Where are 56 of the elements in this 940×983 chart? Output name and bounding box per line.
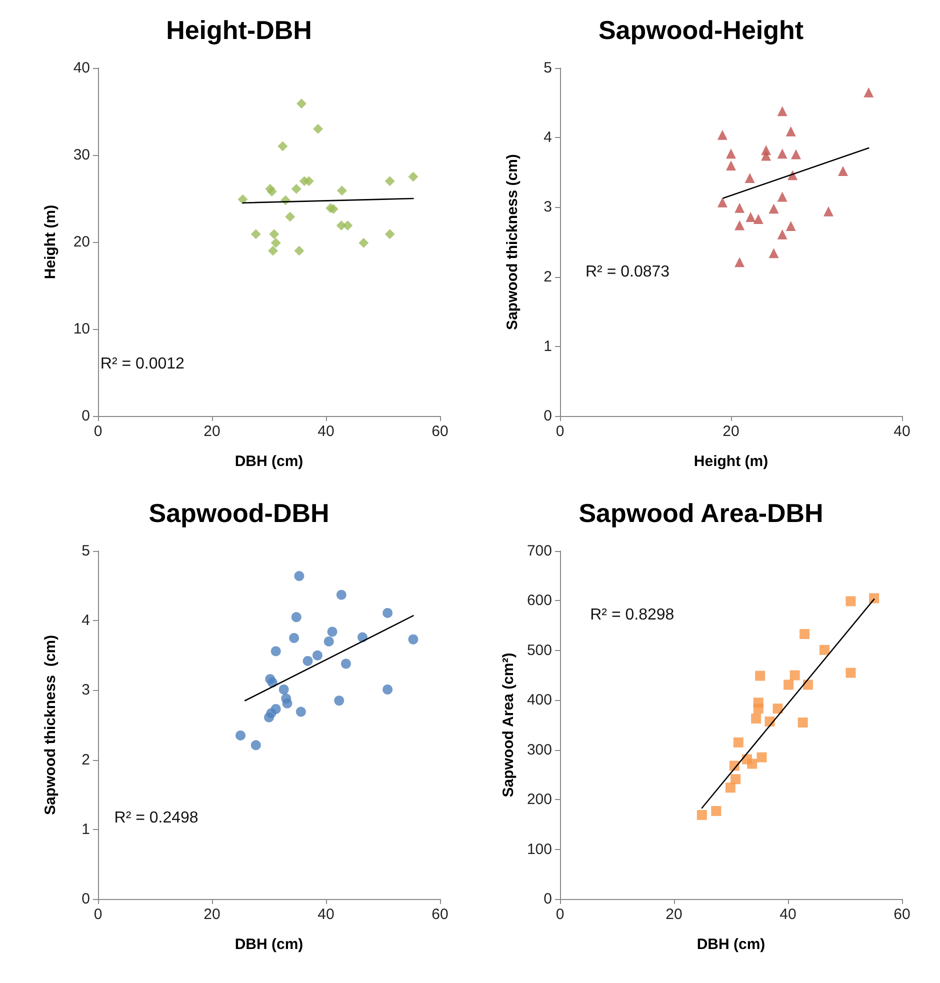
- annotation: R² = 0.8298: [590, 606, 674, 624]
- x-tick-label: 60: [432, 906, 448, 923]
- x-axis-title: DBH (cm): [234, 936, 304, 953]
- y-tick-label: 0: [544, 408, 552, 424]
- y-tick-label: 400: [526, 692, 552, 709]
- y-tick-label: 700: [526, 542, 552, 560]
- x-tick-label: 0: [556, 906, 564, 923]
- y-tick-label: 2: [544, 268, 552, 286]
- y-tick-label: 0: [82, 890, 90, 908]
- y-tick-label: 3: [544, 198, 552, 216]
- x-tick-label: 20: [204, 906, 220, 923]
- y-tick-label: 200: [526, 791, 552, 808]
- x-tick-label: 40: [318, 423, 334, 440]
- y-tick-label: 0: [82, 408, 90, 424]
- x-tick-label: 0: [556, 423, 564, 440]
- x-tick-label: 60: [894, 906, 910, 923]
- y-axis-title: Sapwood thickness (cm): [504, 154, 521, 330]
- y-tick-label: 4: [82, 612, 90, 630]
- x-tick-label: 40: [780, 906, 796, 923]
- y-tick-label: 100: [526, 840, 552, 858]
- annotation: R² = 0.2498: [114, 809, 198, 826]
- y-tick-label: 5: [82, 542, 90, 560]
- x-tick-label: 20: [204, 423, 220, 440]
- chart-title: Sapwood-Height: [598, 15, 804, 45]
- x-tick-label: 0: [94, 906, 102, 923]
- annotation: R² = 0.0012: [100, 355, 185, 372]
- x-tick-label: 40: [894, 423, 910, 440]
- x-tick-label: 20: [666, 906, 682, 923]
- y-tick-label: 2: [82, 751, 90, 768]
- chart-title: Height-DBH: [166, 15, 312, 45]
- y-axis-title: Sapwood thickness (cm): [42, 634, 59, 816]
- chart-title: Sapwood Area-DBH: [578, 498, 824, 528]
- x-tick-label: 20: [722, 423, 740, 440]
- y-tick-label: 600: [526, 592, 552, 610]
- y-tick-label: 30: [73, 146, 90, 164]
- x-tick-label: 60: [432, 423, 448, 440]
- annotation: R² = 0.0873: [586, 263, 670, 280]
- chart-title: Sapwood-DBH: [148, 498, 330, 528]
- x-axis-title: Height (m): [694, 453, 768, 470]
- y-tick-label: 20: [73, 234, 90, 250]
- x-axis-title: DBH (cm): [696, 936, 766, 953]
- y-axis-title: Height (m): [42, 204, 59, 280]
- y-axis-title: Sapwood Area (cm²): [500, 652, 518, 798]
- y-tick-label: 1: [82, 820, 90, 838]
- y-tick-label: 10: [73, 320, 90, 338]
- y-tick-label: 4: [544, 129, 552, 146]
- y-tick-label: 3: [82, 682, 90, 699]
- y-tick-label: 500: [526, 642, 552, 659]
- x-tick-label: 40: [318, 906, 334, 923]
- y-tick-label: 40: [73, 60, 90, 76]
- y-tick-label: 0: [544, 890, 552, 908]
- x-axis-title: DBH (cm): [234, 453, 304, 470]
- y-tick-label: 300: [526, 741, 552, 758]
- y-tick-label: 5: [544, 60, 552, 76]
- y-tick-label: 1: [544, 338, 552, 355]
- x-tick-label: 0: [94, 423, 102, 440]
